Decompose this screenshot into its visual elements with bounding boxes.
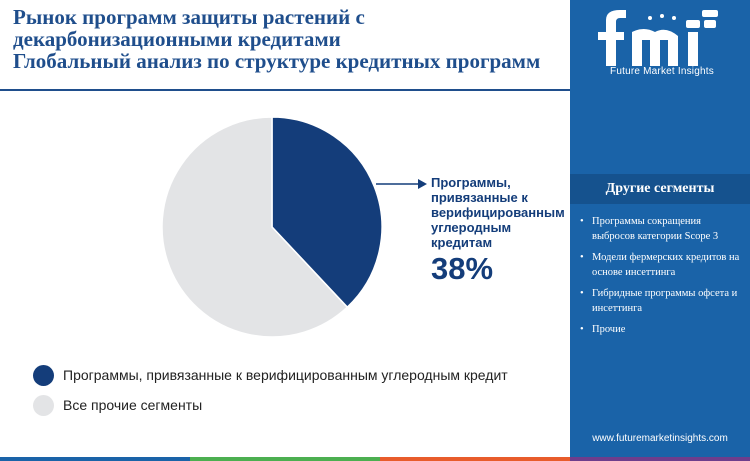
- sidebar-title: Другие сегменты: [605, 181, 715, 196]
- footer-bar-green: [190, 457, 380, 461]
- pie-slice-verified: [271, 116, 383, 309]
- sidebar-segment-list: Программы сокращения выбросов категории …: [580, 214, 746, 343]
- list-item: Гибридные программы офсета и инсеттинга: [580, 286, 746, 316]
- fmi-logo-icon: [598, 10, 718, 66]
- title-line-3: Глобальный анализ по структуре кредитных…: [13, 49, 541, 73]
- callout-arrow: [376, 179, 427, 189]
- pie-chart: [161, 116, 427, 338]
- legend-swatch-verified: [33, 364, 54, 386]
- slice-callout: Программы, привязанные к верифицированны…: [431, 175, 571, 286]
- footer-bar-orange: [380, 457, 570, 461]
- footer-bar-blue: [0, 457, 190, 461]
- legend-swatch-other: [33, 394, 54, 416]
- website-url: www.futuremarketinsights.com: [592, 433, 728, 444]
- chart-title: Рынок программ защиты растений с декарбо…: [13, 6, 568, 72]
- title-line-1: Рынок программ защиты растений с: [13, 5, 365, 29]
- sidebar-title-band: [570, 174, 750, 204]
- callout-label-line: углеродным: [431, 220, 512, 235]
- list-item: Программы сокращения выбросов категории …: [580, 214, 746, 244]
- callout-value: 38%: [431, 251, 494, 286]
- sidebar: Future Market Insights Другие сегменты П…: [570, 0, 750, 461]
- legend-label-verified: Программы, привязанные к верифицированны…: [63, 367, 508, 383]
- legend-label-other: Все прочие сегменты: [63, 397, 203, 413]
- list-item: Модели фермерских кредитов на основе инс…: [580, 250, 746, 280]
- legend-item-verified: Программы, привязанные к верифицированны…: [33, 364, 508, 386]
- callout-label-line: кредитам: [431, 235, 493, 250]
- legend: Программы, привязанные к верифицированны…: [33, 364, 508, 424]
- footer-bar-purple: [570, 457, 750, 461]
- logo-text: Future Market Insights: [610, 66, 714, 77]
- callout-label: Программы, привязанные к верифицированны…: [431, 175, 571, 250]
- callout-label-line: привязанные к: [431, 190, 528, 205]
- title-divider: [0, 89, 570, 91]
- title-line-2: декарбонизационными кредитами: [13, 27, 341, 51]
- callout-label-line: Программы,: [431, 175, 511, 190]
- legend-item-other: Все прочие сегменты: [33, 394, 508, 416]
- list-item: Прочие: [580, 322, 746, 337]
- pie-slice-other: [161, 116, 349, 338]
- callout-label-line: верифицированным: [431, 205, 565, 220]
